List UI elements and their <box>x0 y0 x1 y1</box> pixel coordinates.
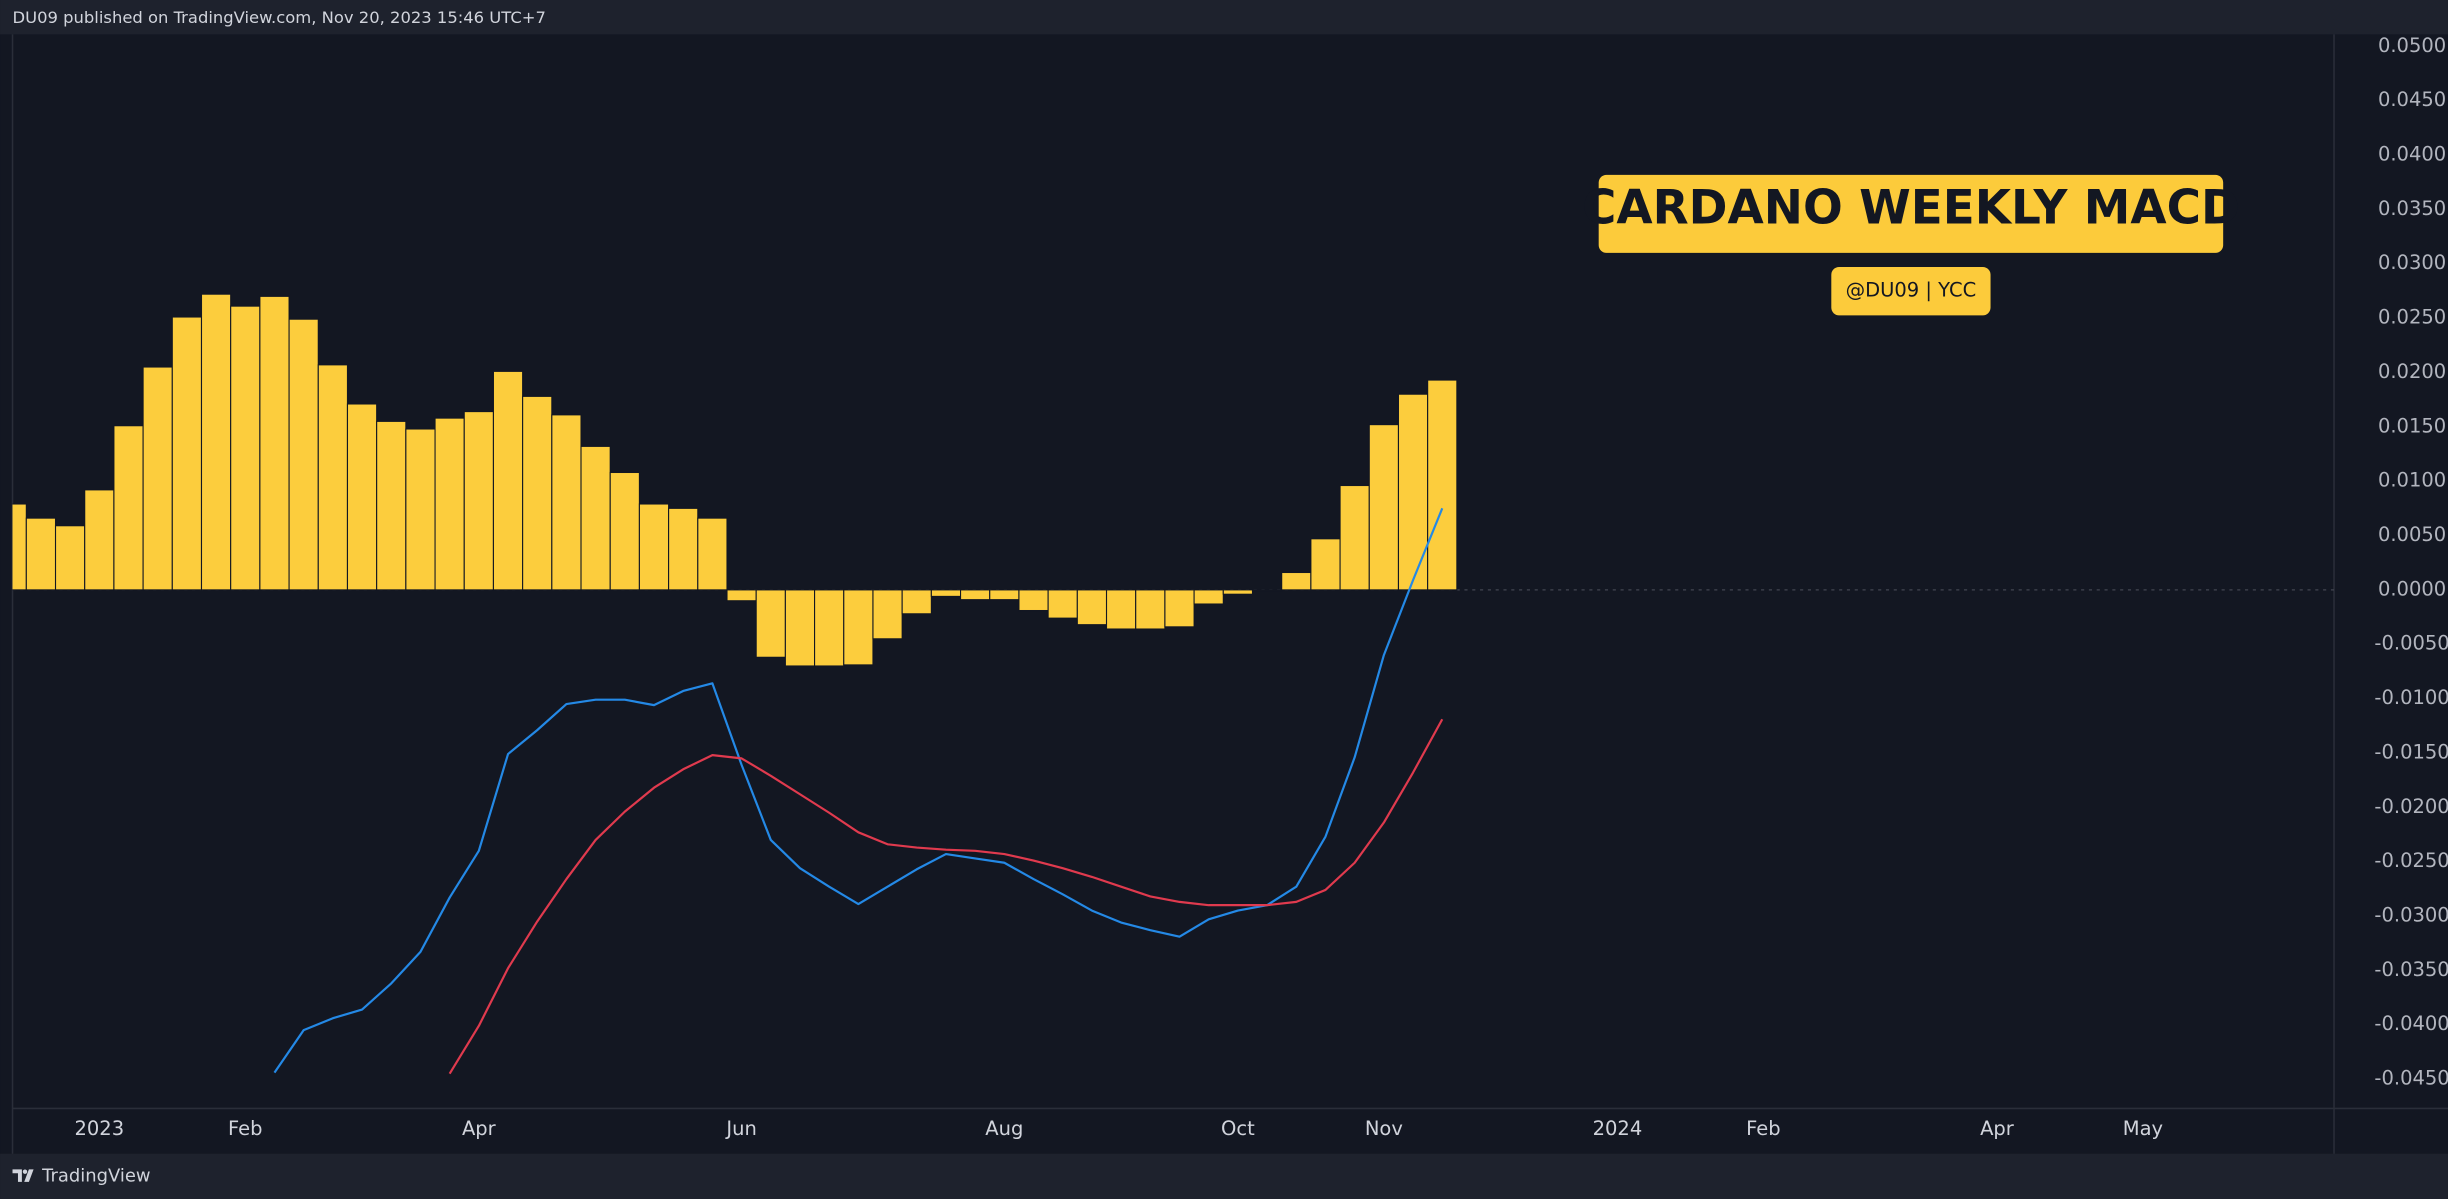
y-tick-label: -0.0400 <box>2374 1012 2448 1035</box>
y-tick-label: 0.0400 <box>2378 143 2446 166</box>
chart-subtitle: @DU09 | YCC <box>1846 279 1977 302</box>
y-tick-label: -0.0350 <box>2374 958 2448 981</box>
x-tick-label: Feb <box>228 1117 263 1140</box>
y-tick-label: 0.0000 <box>2378 577 2446 600</box>
y-tick-label: 0.0300 <box>2378 251 2446 274</box>
subtitle-box <box>1831 266 1991 316</box>
histogram-bar <box>25 517 57 591</box>
histogram-bar <box>872 589 903 640</box>
histogram-bar <box>288 318 319 591</box>
histogram-bar <box>317 364 349 591</box>
histogram-bar <box>784 589 816 667</box>
y-tick-label: -0.0450 <box>2374 1067 2448 1090</box>
histogram-bar <box>492 370 524 591</box>
y-tick-label: -0.0300 <box>2374 904 2448 927</box>
histogram-bar <box>814 589 845 667</box>
histogram-bar <box>638 503 670 591</box>
y-tick-label: 0.0050 <box>2378 523 2446 546</box>
tradingview-logo <box>12 1169 34 1182</box>
y-tick-label: 0.0350 <box>2378 197 2446 220</box>
y-tick-label: -0.0200 <box>2374 795 2448 818</box>
y-tick-label: 0.0450 <box>2378 88 2446 111</box>
x-tick-label: 2023 <box>74 1117 124 1140</box>
y-tick-label: 0.0200 <box>2378 360 2446 383</box>
histogram-bar <box>142 366 173 591</box>
histogram-bar <box>113 425 144 591</box>
plot-area <box>12 293 2335 1075</box>
histogram-bar <box>697 517 728 591</box>
histogram-bar <box>1251 589 1283 592</box>
x-tick-label: 2024 <box>1593 1117 1643 1140</box>
indicator-line <box>273 507 1444 1074</box>
x-tick-label: Nov <box>1365 1117 1403 1140</box>
histogram-bar <box>522 395 553 591</box>
footer-brand: TradingView <box>41 1165 150 1186</box>
y-tick-label: -0.0250 <box>2374 849 2448 872</box>
indicator-line <box>448 718 1444 1075</box>
histogram-bar <box>376 420 407 591</box>
histogram-bar <box>1339 484 1370 591</box>
publisher-text: DU09 published on TradingView.com, Nov 2… <box>13 8 546 27</box>
title-box <box>1598 174 2224 253</box>
x-tick-label: Apr <box>462 1117 497 1140</box>
histogram-bar <box>463 411 494 591</box>
histogram-bar <box>930 589 962 597</box>
histogram-bar <box>843 589 874 666</box>
y-tick-label: -0.0050 <box>2374 632 2448 655</box>
histogram-bar <box>171 316 203 591</box>
histogram-bar <box>1135 589 1166 630</box>
x-tick-label: Feb <box>1746 1117 1781 1140</box>
histogram-bar <box>1368 424 1400 591</box>
histogram-bar <box>755 589 786 658</box>
histogram-bar <box>1164 589 1195 628</box>
x-tick-label: Aug <box>985 1117 1023 1140</box>
histogram-bar <box>1076 589 1108 626</box>
x-tick-label: May <box>2123 1117 2163 1140</box>
histogram-bar <box>1047 589 1078 619</box>
histogram-bar <box>580 445 611 591</box>
histogram-bar <box>551 414 582 591</box>
histogram-bar <box>1427 379 1458 591</box>
y-tick-label: -0.0150 <box>2374 740 2448 763</box>
histogram-bar <box>84 489 115 591</box>
x-tick-label: Jun <box>724 1117 756 1140</box>
histogram-bar <box>668 507 699 591</box>
histogram-bar <box>1310 538 1341 591</box>
histogram-bar <box>960 589 991 601</box>
histogram-bar <box>1193 589 1224 605</box>
histogram-bar <box>434 417 465 591</box>
histogram-bar <box>200 293 232 591</box>
histogram-bar <box>726 589 757 602</box>
histogram-bar <box>901 589 932 615</box>
x-tick-label: Oct <box>1221 1117 1255 1140</box>
axes: 0.0500 0.0450 0.0400 0.0350 0.0300 0.0250 0.02… <box>74 34 2448 1140</box>
histogram-bar <box>1281 571 1312 591</box>
y-tick-label: 0.0150 <box>2378 414 2446 437</box>
y-tick-label: 0.0500 <box>2378 34 2446 57</box>
footer-bar <box>0 1153 2448 1199</box>
histogram-bar <box>1018 589 1049 612</box>
histogram-bar <box>405 428 436 591</box>
histogram-bar <box>230 305 261 591</box>
histogram-bar <box>1397 393 1429 591</box>
histogram-bar <box>1105 589 1137 630</box>
histogram-bar <box>54 525 86 591</box>
y-tick-label: 0.0250 <box>2378 306 2446 329</box>
y-tick-label: 0.0100 <box>2378 469 2446 492</box>
header-bar <box>0 0 2448 35</box>
y-tick-label: -0.0100 <box>2374 686 2448 709</box>
histogram-bar <box>259 295 290 591</box>
histogram-bar <box>609 471 640 591</box>
histogram-bar <box>1222 589 1254 595</box>
chart-title: CARDANO WEEKLY MACD <box>1582 181 2240 235</box>
histogram-bar <box>346 403 378 591</box>
histogram-bar <box>989 589 1020 601</box>
x-tick-label: Apr <box>1980 1117 2015 1140</box>
